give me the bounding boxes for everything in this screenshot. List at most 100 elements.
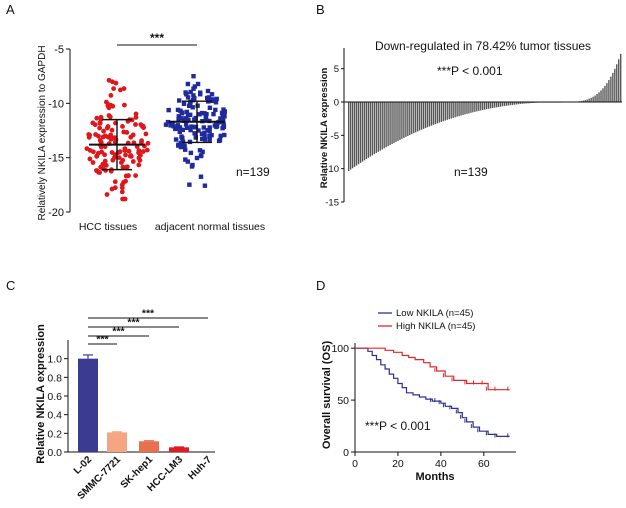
- panel-b-bar: [476, 102, 478, 112]
- panel-b-bar: [491, 102, 494, 109]
- panel-b-bar: [594, 95, 596, 102]
- panel-c-bar: [169, 447, 189, 452]
- panel-d-ytick-label: 100: [331, 343, 349, 355]
- panel-b-bar: [405, 102, 407, 137]
- panel-d-xtick-label: 0: [352, 458, 358, 470]
- panel-a-point-hcc: [121, 86, 127, 91]
- panel-c-significance-stars: ***: [96, 334, 109, 346]
- panel-a-point-adjacent: [180, 127, 185, 133]
- panel-b-bar: [484, 102, 486, 110]
- panel-c-bar: [78, 358, 98, 452]
- legend-label-low: Low NKILA (n=45): [396, 308, 473, 319]
- panel-b-ytick-label: 0: [334, 98, 339, 109]
- panel-a-point-hcc: [119, 185, 125, 191]
- panel-d-curve-high: [355, 347, 510, 391]
- panel-a-point-adjacent: [185, 81, 191, 87]
- panel-a-point-adjacent: [173, 137, 179, 142]
- panel-b-bar: [509, 102, 512, 106]
- panel-b-bar: [381, 102, 383, 150]
- panel-a-point-adjacent: [207, 105, 213, 110]
- panel-a-point-adjacent: [210, 97, 215, 102]
- panel-a-point-hcc: [122, 102, 127, 108]
- panel-a-point-adjacent: [185, 125, 190, 130]
- panel-c-ytick-label: 0.2: [47, 428, 62, 440]
- panel-b-ytick-label: -15: [325, 198, 339, 209]
- panel-b-bar: [448, 102, 450, 120]
- panel-a-point-adjacent: [202, 183, 208, 188]
- panel-b-bar: [493, 102, 496, 108]
- panel-a-point-hcc: [120, 196, 125, 202]
- panel-b-bar: [580, 100, 582, 102]
- panel-label-d: D: [316, 278, 325, 293]
- panel-b-bar: [422, 102, 425, 129]
- panel-b-bar: [375, 102, 377, 153]
- panel-a-point-adjacent: [218, 133, 223, 139]
- panel-a-point-adjacent: [219, 110, 225, 116]
- panel-a-point-hcc: [91, 149, 96, 155]
- panel-b-bar: [513, 102, 515, 105]
- panel-b-bar: [586, 99, 588, 102]
- panel-b-bar: [446, 102, 448, 120]
- panel-b-bar: [588, 98, 590, 102]
- panel-d-legend: Low NKILA (n=45) High NKILA (n=45): [378, 308, 475, 332]
- panel-a-ylabel: Relatively NKILA expression to GAPDH: [37, 45, 48, 220]
- panel-a-point-hcc: [112, 155, 117, 160]
- panel-c-significance-stars: ***: [142, 308, 155, 320]
- panel-a-point-hcc: [144, 147, 150, 153]
- panel-b-bar: [389, 102, 391, 146]
- panel-b-bar: [420, 102, 423, 130]
- panel-a-point-hcc: [102, 152, 107, 158]
- panel-b-bar: [426, 102, 429, 128]
- panel-a-point-adjacent: [183, 116, 189, 121]
- panel-b-axis: 5 0 -5 -10 -15: [325, 48, 622, 209]
- panel-a-point-adjacent: [218, 116, 223, 121]
- panel-d-curves: [355, 347, 510, 438]
- panel-a-point-adjacent: [187, 103, 192, 108]
- panel-a-point-adjacent: [207, 129, 212, 134]
- panel-b-bar: [442, 102, 444, 122]
- panel-a-points: [84, 74, 227, 202]
- panel-b-bar: [456, 102, 458, 117]
- panel-a-point-adjacent: [200, 136, 205, 141]
- panel-b-bar: [598, 92, 600, 102]
- panel-a-point-adjacent: [194, 155, 200, 161]
- panel-b-bar: [614, 68, 616, 102]
- panel-a-point-hcc: [111, 86, 116, 91]
- panel-b-bar: [507, 102, 510, 106]
- panel-c-bar: [107, 432, 127, 452]
- panel-a-point-adjacent: [192, 125, 198, 130]
- panel-b-bar: [454, 102, 456, 118]
- panel-d-xtick-label: 60: [478, 458, 490, 470]
- panel-b-bar: [495, 102, 498, 108]
- panel-b-bar: [489, 102, 492, 109]
- panel-a-point-hcc: [123, 152, 128, 158]
- panel-c-ylabel: Relative NKILA expression: [35, 324, 47, 464]
- panel-label-c: C: [6, 278, 15, 293]
- panel-a-point-adjacent: [192, 131, 197, 136]
- panel-b-bar: [523, 102, 525, 104]
- panel-b-title: Down-regulated in 78.42% tumor tissues: [375, 39, 591, 53]
- panel-a-point-adjacent: [199, 153, 204, 158]
- panel-b-bar: [413, 102, 415, 134]
- panel-b-bar: [397, 102, 399, 141]
- panel-a-point-hcc: [126, 173, 131, 179]
- panel-a-point-adjacent: [217, 138, 223, 143]
- panel-b-bar: [462, 102, 464, 115]
- panel-a-point-hcc: [108, 93, 114, 98]
- panel-a-point-adjacent: [176, 143, 181, 148]
- panel-b-bar: [592, 96, 594, 102]
- panel-a-point-adjacent: [202, 130, 207, 135]
- panel-b-bar: [515, 102, 517, 105]
- panel-b-bar: [497, 102, 500, 107]
- panel-a-point-hcc: [84, 146, 90, 152]
- panel-b-bar: [519, 102, 521, 105]
- panel-a-point-hcc: [103, 168, 108, 173]
- panel-a-point-adjacent: [222, 132, 227, 138]
- panel-c-significance-stars: ***: [112, 326, 125, 338]
- panel-a-point-adjacent: [203, 115, 208, 120]
- panel-a-point-adjacent: [220, 117, 225, 123]
- panel-a-point-hcc: [141, 125, 147, 130]
- panel-c-ytick-label: 1.0: [47, 354, 62, 366]
- panel-d-curve-low: [355, 347, 510, 437]
- panel-a-point-hcc: [100, 161, 106, 167]
